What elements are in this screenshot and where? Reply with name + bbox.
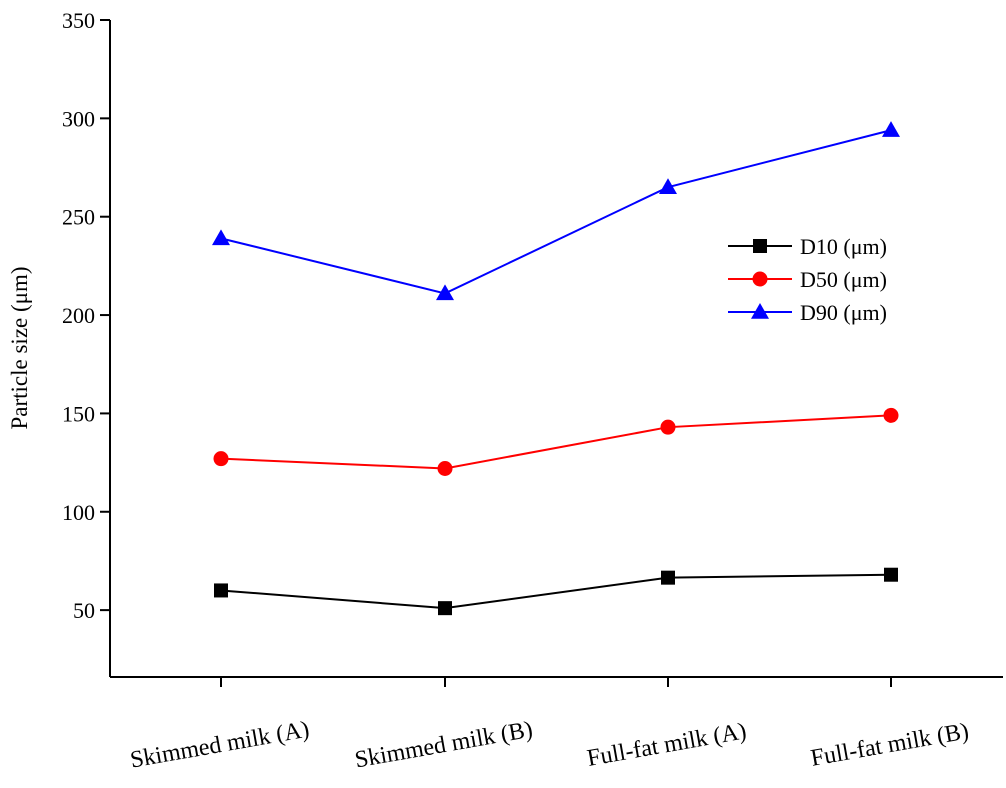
legend-item: D90 (μm) bbox=[728, 300, 887, 325]
legend-item: D50 (μm) bbox=[728, 267, 887, 292]
legend-label: D90 (μm) bbox=[800, 300, 887, 325]
x-category-label: Full-fat milk (B) bbox=[809, 718, 971, 771]
y-tick-label: 250 bbox=[62, 205, 95, 230]
x-ticks: Skimmed milk (A) Skimmed milk (B) Full-fat… bbox=[128, 677, 971, 774]
data-point bbox=[884, 567, 898, 582]
legend-item: D10 (μm) bbox=[728, 234, 887, 259]
y-tick-label: 200 bbox=[62, 303, 95, 328]
y-tick-label: 350 bbox=[62, 8, 95, 33]
data-point bbox=[882, 121, 900, 137]
y-tick-label: 300 bbox=[62, 106, 95, 131]
series-2 bbox=[213, 407, 899, 476]
data-point bbox=[214, 583, 228, 598]
x-category-label: Skimmed milk (A) bbox=[128, 717, 311, 774]
legend-label: D10 (μm) bbox=[800, 234, 887, 259]
series-layer bbox=[212, 121, 900, 616]
series-line bbox=[220, 129, 892, 295]
legend-marker bbox=[753, 239, 767, 253]
y-ticks: 50 100 150 200 250 300 350 bbox=[62, 8, 110, 623]
axes bbox=[109, 20, 1003, 678]
series-line bbox=[220, 414, 892, 470]
x-category-label: Full-fat milk (A) bbox=[585, 718, 748, 772]
data-point bbox=[660, 419, 676, 435]
legend-label: D50 (μm) bbox=[800, 267, 887, 292]
data-point bbox=[438, 601, 452, 616]
y-tick-label: 50 bbox=[73, 598, 95, 623]
data-point bbox=[212, 229, 230, 246]
data-point bbox=[661, 570, 675, 585]
data-point bbox=[659, 178, 677, 194]
data-point bbox=[436, 284, 454, 301]
series-3 bbox=[212, 121, 900, 301]
y-axis-title: Particle size (μm) bbox=[7, 266, 32, 429]
series-1 bbox=[214, 567, 898, 616]
y-tick-label: 100 bbox=[62, 500, 95, 525]
legend-marker bbox=[752, 271, 768, 287]
series-line bbox=[220, 573, 892, 610]
data-point bbox=[213, 451, 229, 467]
data-point bbox=[437, 460, 453, 476]
y-tick-label: 150 bbox=[62, 401, 95, 426]
legend-marker bbox=[751, 303, 769, 319]
x-category-label: Skimmed milk (B) bbox=[353, 717, 535, 774]
legend: D10 (μm) D50 (μm) D90 (μm) bbox=[728, 234, 887, 325]
data-point bbox=[883, 407, 899, 423]
